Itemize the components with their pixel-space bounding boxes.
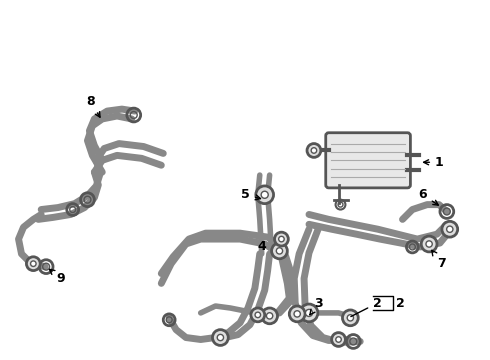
Circle shape: [30, 261, 36, 266]
Text: 2: 2: [395, 297, 404, 310]
Circle shape: [311, 148, 317, 153]
Circle shape: [279, 236, 284, 242]
Circle shape: [332, 333, 345, 346]
Circle shape: [256, 186, 273, 204]
Circle shape: [213, 330, 228, 345]
Text: 3: 3: [310, 297, 323, 315]
Circle shape: [336, 337, 342, 342]
Text: 2: 2: [351, 297, 382, 316]
Circle shape: [217, 334, 223, 341]
FancyBboxPatch shape: [326, 133, 411, 188]
Text: 6: 6: [418, 188, 439, 205]
Circle shape: [442, 221, 458, 237]
Circle shape: [447, 226, 453, 232]
Text: 1: 1: [423, 156, 444, 169]
Circle shape: [274, 232, 288, 246]
Text: 4: 4: [257, 240, 266, 253]
Circle shape: [426, 241, 432, 247]
Text: 5: 5: [241, 188, 261, 201]
Circle shape: [261, 191, 268, 198]
Text: 9: 9: [49, 269, 65, 285]
Circle shape: [251, 308, 265, 322]
Text: 8: 8: [86, 95, 100, 117]
Circle shape: [421, 236, 437, 252]
Circle shape: [271, 243, 287, 259]
Circle shape: [307, 144, 321, 157]
Circle shape: [294, 311, 300, 317]
Circle shape: [262, 308, 277, 324]
Circle shape: [347, 315, 353, 321]
Circle shape: [255, 312, 261, 318]
Circle shape: [343, 310, 358, 326]
Circle shape: [276, 248, 283, 254]
Circle shape: [289, 306, 305, 322]
Circle shape: [267, 313, 273, 319]
Circle shape: [305, 309, 313, 316]
Circle shape: [26, 257, 40, 271]
Text: 7: 7: [432, 251, 446, 270]
Circle shape: [300, 304, 318, 322]
